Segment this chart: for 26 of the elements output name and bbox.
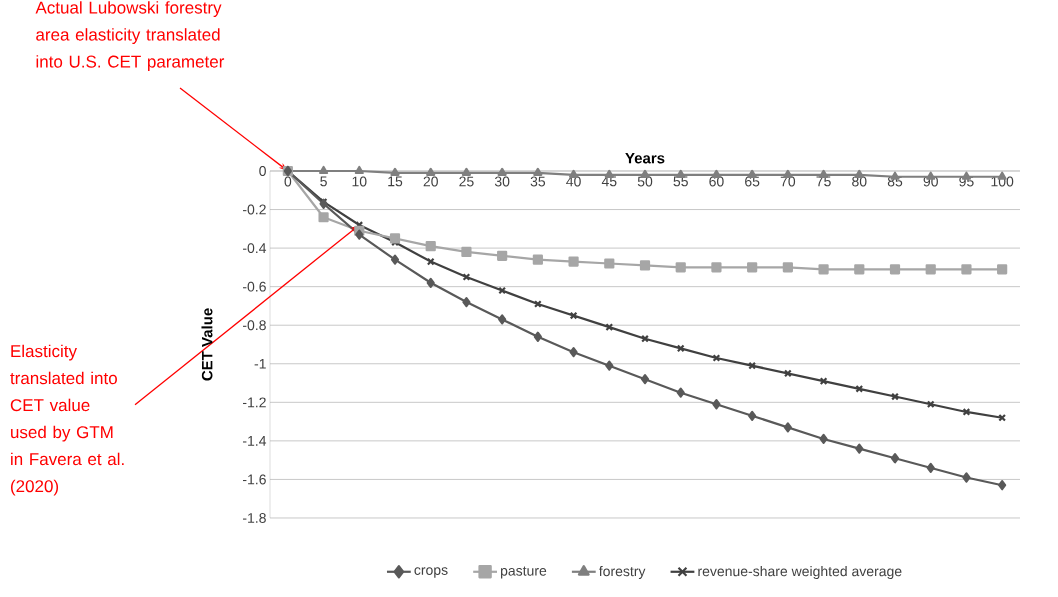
x-tick-label: 10 (352, 176, 367, 187)
y-tick-label: -0.4 (242, 243, 267, 254)
legend-label: forestry (598, 565, 646, 579)
y-tick-label: -1.2 (242, 397, 266, 408)
y-tick-label: -1.8 (242, 513, 266, 523)
y-tick-label: -1.4 (242, 436, 267, 446)
annotation: Elasticity translated into CET value used by GTM in Favera et al. (2020) (10, 344, 124, 496)
x-tick-label: 0 (284, 176, 292, 187)
x-tick-label: 20 (423, 176, 438, 187)
legend-label: revenue-share weighted average (698, 565, 902, 579)
y-tick-label: 0 (259, 166, 266, 176)
annotation: Actual Lubowski forestry area elasticity translated into U.S. CET parameter (35, 1, 225, 71)
y-tick-label: -0.2 (242, 204, 266, 215)
y-tick-label: -0.8 (242, 320, 266, 331)
x-tick-label: 35 (530, 176, 546, 187)
y-tick-label: -1.6 (242, 474, 266, 485)
legend-label: crops (414, 567, 448, 578)
x-tick-label: 25 (459, 176, 474, 187)
x-tick-label: 15 (388, 176, 403, 187)
x-axis-title: Years (625, 153, 665, 164)
y-tick-label: -1 (254, 358, 266, 369)
y-tick-label: -0.6 (242, 281, 266, 292)
legend-label: pasture (501, 566, 547, 579)
x-tick-label: 30 (494, 176, 510, 187)
x-tick-label: 5 (320, 176, 327, 187)
y-axis-title: CET Value (201, 308, 213, 381)
